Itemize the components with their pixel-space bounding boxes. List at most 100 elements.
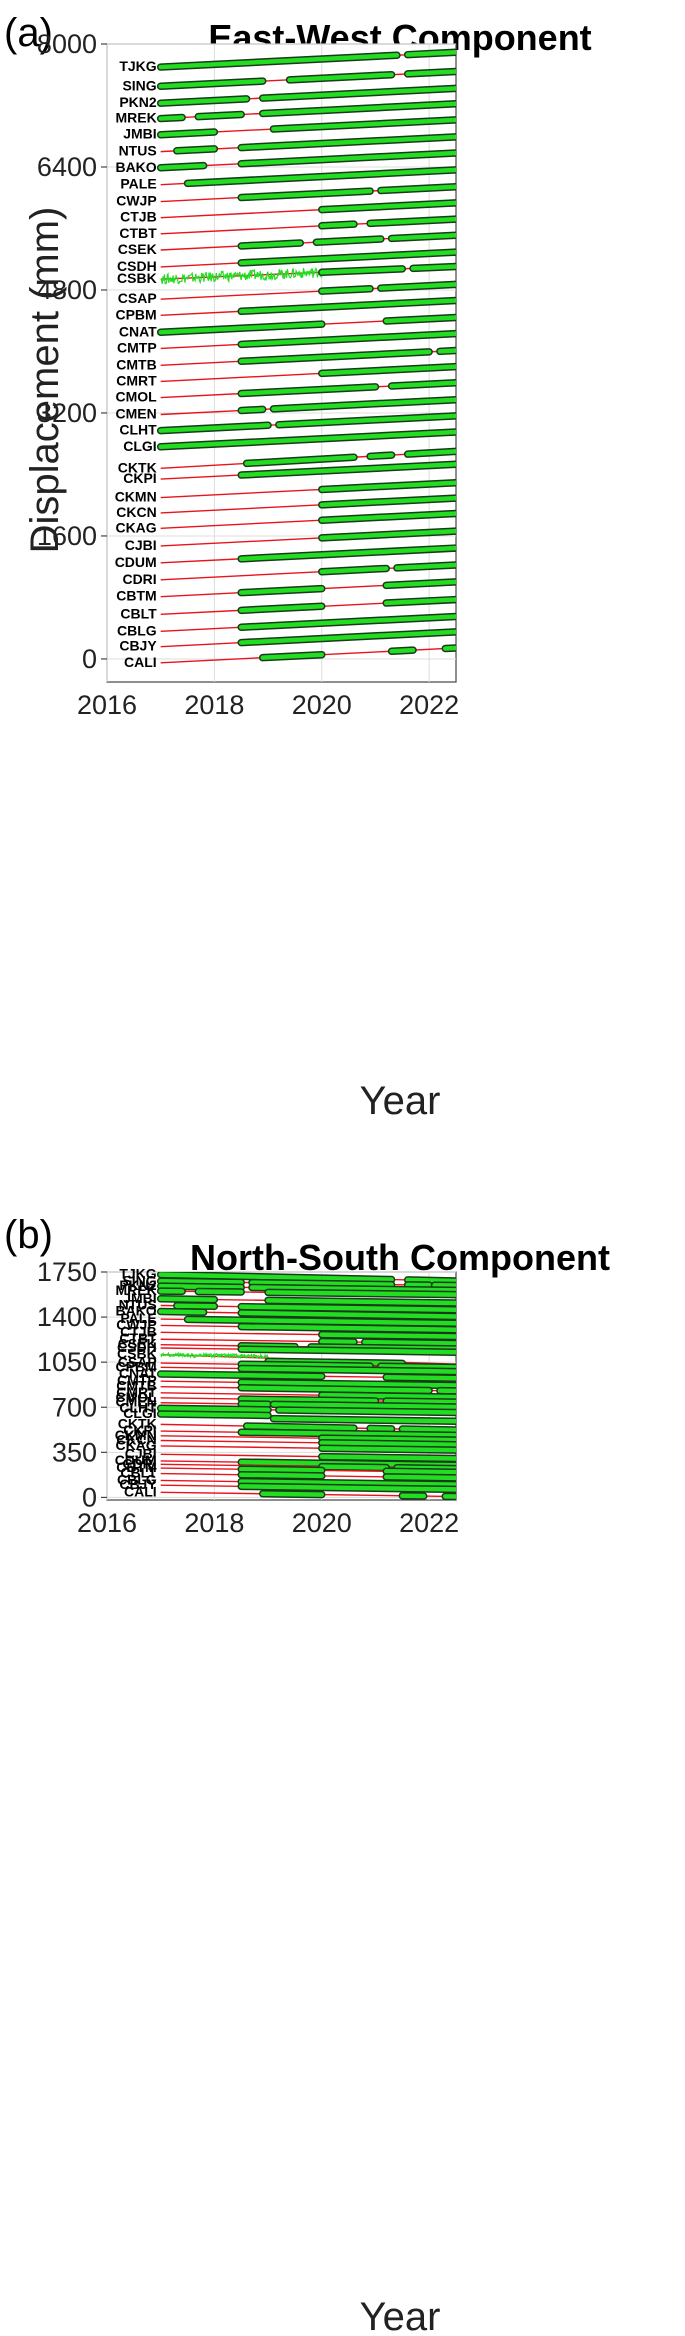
y-tick-label: 4800 <box>37 275 97 305</box>
station-label: CLHT <box>119 422 157 438</box>
data-segment <box>238 1484 456 1492</box>
data-segment <box>158 78 265 89</box>
station-label: CDUM <box>115 1452 157 1468</box>
x-tick-label: 2022 <box>399 690 459 720</box>
data-segment <box>319 1332 456 1339</box>
data-segment <box>238 298 456 314</box>
series-csdh <box>160 248 456 268</box>
series-cktk <box>160 1422 456 1434</box>
station-label: CSAP <box>118 290 157 306</box>
station-label: CPBM <box>115 1358 156 1374</box>
series-cnat <box>156 1370 456 1383</box>
data-segment <box>260 652 325 660</box>
series-cbtm <box>160 578 456 598</box>
station-label: CSEK <box>118 241 157 257</box>
y-axis-label-a: Displacement (mm) <box>23 207 67 554</box>
data-segment <box>383 1474 456 1481</box>
data-segment <box>158 129 217 137</box>
series-ckcn <box>160 1439 456 1449</box>
data-segment <box>383 579 456 588</box>
data-segment <box>174 146 217 154</box>
station-label: CTJB <box>120 1323 157 1339</box>
data-segment <box>249 1280 394 1287</box>
series-tjkg <box>156 1272 456 1285</box>
station-label: CKTK <box>118 1415 157 1431</box>
data-segment <box>319 364 456 376</box>
series-cjbi <box>160 1452 456 1463</box>
series-mrek <box>156 100 456 123</box>
series-csap <box>160 1360 456 1372</box>
data-segment <box>238 1396 378 1404</box>
station-label: CBTM <box>116 1459 156 1475</box>
data-segment <box>400 1426 456 1433</box>
series-cmtp <box>160 329 456 350</box>
panel-label-a: (a) <box>4 11 53 55</box>
data-segment <box>158 1411 271 1418</box>
series-ckmn <box>160 1434 456 1444</box>
series-cmrt <box>160 1391 456 1401</box>
data-segment <box>238 384 378 396</box>
series-ckmn <box>160 478 456 499</box>
series-cpbm <box>160 296 456 317</box>
station-label: CMOL <box>115 1389 157 1405</box>
data-segment <box>238 1346 456 1355</box>
station-label: CALI <box>124 654 157 670</box>
station-label: CSAP <box>118 1354 157 1370</box>
station-label: CSDH <box>117 1339 157 1355</box>
y-tick-label: 3200 <box>37 398 97 428</box>
y-tick-label: 8000 <box>37 29 97 59</box>
data-segment <box>367 216 456 226</box>
data-segment <box>249 1285 456 1293</box>
series-csap <box>160 280 456 300</box>
y-tick-label: 350 <box>52 1437 97 1467</box>
data-segment <box>238 1385 432 1393</box>
station-label: JMBI <box>123 126 156 142</box>
station-label: CWJP <box>116 193 156 209</box>
station-label: CALI <box>124 1483 157 1499</box>
station-label: CMTP <box>117 1372 157 1388</box>
data-segment <box>174 1303 217 1309</box>
data-segment <box>271 1402 456 1410</box>
series-ctbt <box>160 215 456 235</box>
data-segment <box>158 96 249 106</box>
station-label: TJKG <box>119 58 156 74</box>
series-cblg <box>160 612 456 632</box>
x-tick-label: 2018 <box>184 1508 244 1538</box>
data-segment <box>158 1371 325 1379</box>
data-segment <box>238 1366 456 1374</box>
station-label: CKPI <box>123 470 156 486</box>
station-label: CDUM <box>115 554 157 570</box>
data-segment <box>383 315 456 324</box>
station-label: CTBT <box>119 225 157 241</box>
data-segment <box>383 1469 456 1475</box>
series-cali <box>160 644 456 664</box>
station-label: CLGI <box>123 1405 156 1421</box>
station-label: PALE <box>120 176 156 192</box>
station-label: NTUS <box>119 1296 157 1312</box>
data-segment <box>238 1429 456 1438</box>
data-segment <box>319 1445 456 1453</box>
station-label: CPBM <box>115 306 156 322</box>
data-segment <box>319 221 357 229</box>
series-cmtb <box>160 346 456 367</box>
data-segment <box>244 454 357 466</box>
data-segment <box>319 1435 456 1443</box>
station-label: CKAG <box>115 1437 156 1453</box>
noisy-data <box>160 1351 269 1360</box>
station-label: CDRI <box>122 571 156 587</box>
data-segment <box>238 349 432 364</box>
series-clht <box>156 1404 456 1417</box>
data-segment <box>158 429 456 450</box>
data-segment <box>238 586 325 595</box>
y-tick-label: 0 <box>82 1482 97 1512</box>
station-label: CBLT <box>120 605 157 621</box>
data-segment <box>238 604 325 613</box>
series-clgi <box>156 428 456 451</box>
series-pale <box>160 1315 456 1328</box>
data-segment <box>319 200 456 212</box>
series-cdum <box>160 544 456 564</box>
data-segment <box>276 413 456 427</box>
station-label: CTJB <box>120 209 157 225</box>
series-layer <box>156 1272 456 1500</box>
station-label: CSDH <box>117 258 157 274</box>
